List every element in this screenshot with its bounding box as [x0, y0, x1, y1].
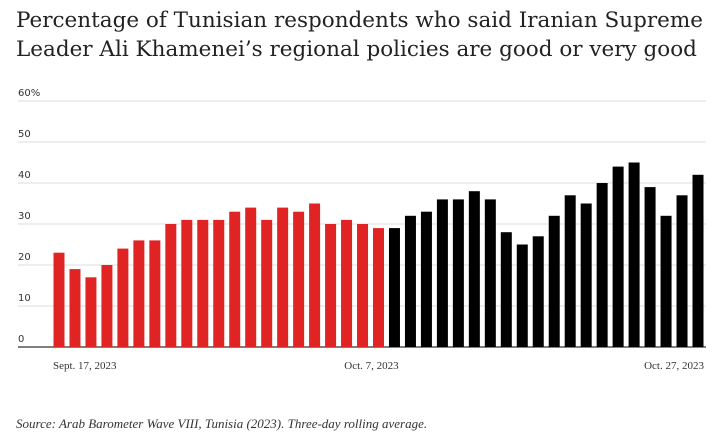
bars: [53, 162, 704, 347]
bar-after-oct7: [628, 162, 640, 347]
bar-after-oct7: [420, 211, 432, 347]
bar-before-oct7: [213, 219, 225, 347]
bar-before-oct7: [69, 269, 81, 347]
bar-before-oct7: [261, 219, 273, 347]
bar-before-oct7: [149, 240, 161, 347]
bar-after-oct7: [564, 195, 576, 347]
bar-before-oct7: [117, 248, 129, 347]
bar-before-oct7: [277, 207, 289, 347]
y-tick-label: 60%: [18, 88, 40, 99]
bar-before-oct7: [85, 277, 97, 347]
bar-before-oct7: [245, 207, 257, 347]
bar-before-oct7: [341, 219, 353, 347]
x-tick-label: Oct. 7, 2023: [344, 360, 399, 372]
y-tick-label: 40: [18, 170, 31, 181]
bar-before-oct7: [165, 224, 177, 347]
x-tick-label: Oct. 27, 2023: [644, 360, 704, 372]
bar-before-oct7: [229, 211, 241, 347]
bar-after-oct7: [468, 191, 480, 347]
bar-before-oct7: [101, 265, 113, 347]
bar-after-oct7: [388, 228, 400, 347]
y-axis-ticks: 0 10 20 30 40 50 60%: [18, 88, 40, 345]
x-tick-label: Sept. 17, 2023: [53, 360, 117, 372]
chart-title: Percentage of Tunisian respondents who s…: [16, 8, 703, 62]
bar-after-oct7: [692, 174, 704, 347]
bar-before-oct7: [357, 224, 369, 347]
bar-before-oct7: [133, 240, 145, 347]
bar-before-oct7: [197, 219, 209, 347]
y-tick-label: 10: [18, 293, 31, 304]
y-tick-label: 30: [18, 211, 31, 222]
bar-after-oct7: [500, 232, 512, 347]
bar-before-oct7: [325, 224, 337, 347]
bar-after-oct7: [644, 187, 656, 347]
bar-after-oct7: [596, 183, 608, 347]
y-tick-label: 20: [18, 252, 31, 263]
bar-before-oct7: [293, 211, 305, 347]
bar-after-oct7: [660, 215, 672, 347]
bar-after-oct7: [436, 199, 448, 347]
y-tick-label: 0: [18, 334, 24, 345]
bar-chart: 0 10 20 30 40 50 60% Sept. 17, 2023 Oct. 7, 202…: [18, 88, 706, 372]
bar-after-oct7: [548, 215, 560, 347]
source-note: Source: Arab Barometer Wave VIII, Tunisi…: [16, 416, 428, 431]
bar-after-oct7: [532, 236, 544, 347]
bar-before-oct7: [181, 219, 193, 347]
bar-before-oct7: [53, 252, 65, 347]
bar-after-oct7: [612, 166, 624, 347]
y-tick-label: 50: [18, 129, 31, 140]
bar-after-oct7: [676, 195, 688, 347]
bar-after-oct7: [516, 244, 528, 347]
x-axis-ticks: Sept. 17, 2023 Oct. 7, 2023 Oct. 27, 2023: [53, 360, 704, 372]
bar-after-oct7: [484, 199, 496, 347]
bar-after-oct7: [404, 215, 416, 347]
bar-after-oct7: [580, 203, 592, 347]
bar-before-oct7: [309, 203, 321, 347]
bar-before-oct7: [373, 228, 384, 347]
bar-after-oct7: [452, 199, 464, 347]
